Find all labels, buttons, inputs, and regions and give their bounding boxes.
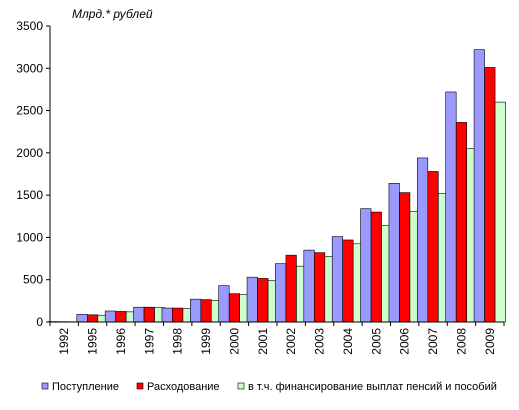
legend-swatch-1 — [41, 382, 49, 390]
bar-2009-1 — [473, 49, 485, 323]
legend: Поступление Расходование в т.ч. финансиров… — [41, 381, 497, 393]
bar-1999-2 — [200, 299, 212, 323]
y-tick-label: 2000 — [16, 146, 43, 160]
bar-1998-2 — [172, 307, 184, 323]
bar-2002-1 — [275, 263, 287, 323]
x-tick-label: 1999 — [199, 328, 213, 355]
bar-2005-2 — [370, 211, 382, 323]
legend-swatch-3 — [237, 382, 245, 390]
bar-2003-2 — [314, 252, 326, 323]
bar-2002-2 — [285, 254, 297, 323]
y-tick-label: 3000 — [16, 61, 43, 75]
x-tick-label: 2007 — [426, 328, 440, 355]
x-tick-label: 2009 — [483, 328, 497, 355]
bar-1998-1 — [161, 307, 173, 323]
x-tick-label: 1997 — [142, 328, 156, 355]
bar-2007-2 — [427, 171, 439, 323]
y-tick-label: 0 — [36, 315, 43, 329]
x-tick-label: 1992 — [57, 328, 71, 355]
bar-2001-1 — [246, 276, 258, 323]
legend-swatch-2 — [136, 382, 144, 390]
x-tick-label: 2008 — [454, 328, 468, 355]
x-tick-label: 1998 — [171, 328, 185, 355]
bar-2007-1 — [417, 157, 429, 323]
bar-2006-1 — [388, 183, 400, 323]
bar-2004-2 — [342, 239, 354, 323]
x-tick-label: 2001 — [256, 328, 270, 355]
legend-label-2: Расходование — [147, 381, 220, 393]
bar-2003-1 — [303, 249, 315, 323]
bar-2008-2 — [455, 122, 467, 323]
legend-label-1: Поступление — [52, 381, 119, 393]
bar-1997-1 — [133, 306, 145, 323]
y-tick-label: 3500 — [16, 19, 43, 33]
x-tick-label: 2006 — [398, 328, 412, 355]
legend-label-3: в т.ч. финансирование выплат пенсий и по… — [248, 381, 497, 393]
bar-2009-2 — [484, 67, 496, 323]
x-tick-label: 2002 — [284, 328, 298, 355]
bar-1995-1 — [76, 314, 88, 323]
bar-2000-2 — [228, 293, 240, 323]
bar-1997-2 — [143, 306, 155, 323]
bar-2008-1 — [445, 91, 457, 323]
bar-2004-1 — [331, 236, 343, 323]
bar-1999-1 — [190, 298, 202, 323]
x-tick-label: 2004 — [341, 328, 355, 355]
x-tick-label: 2000 — [227, 328, 241, 355]
bar-2000-1 — [218, 285, 230, 323]
bar-1996-1 — [104, 310, 116, 323]
bar-2001-2 — [257, 278, 269, 323]
y-tick-label: 500 — [23, 273, 43, 287]
unit-label: Млрд.* рублей — [72, 7, 153, 21]
bar-2006-2 — [399, 192, 411, 323]
bar-1996-2 — [115, 311, 127, 323]
bar-2005-1 — [360, 208, 372, 323]
y-tick-label: 2500 — [16, 104, 43, 118]
x-tick-label: 1995 — [86, 328, 100, 355]
y-tick-label: 1500 — [16, 188, 43, 202]
y-tick-label: 1000 — [16, 230, 43, 244]
bar-1995-2 — [87, 314, 99, 323]
x-tick-label: 2003 — [313, 328, 327, 355]
x-tick-label: 1996 — [114, 328, 128, 355]
bar-2009-3 — [494, 101, 506, 323]
x-tick-label: 2005 — [369, 328, 383, 355]
